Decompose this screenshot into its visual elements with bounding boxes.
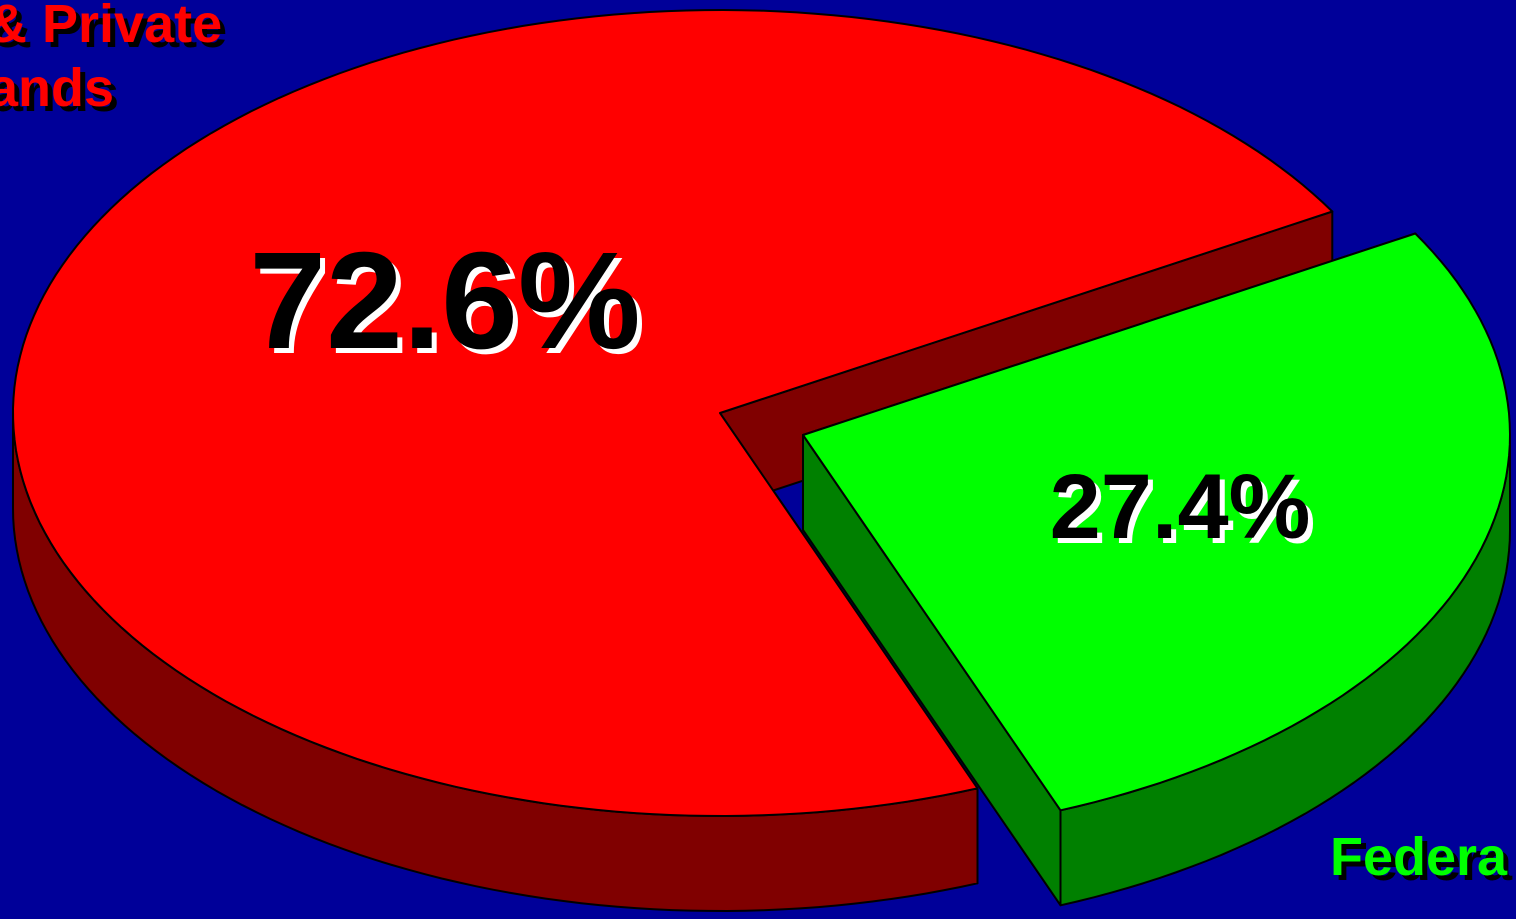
category-label: Federa bbox=[1330, 827, 1508, 887]
value-label-shadow: 72.6% bbox=[254, 229, 645, 383]
value-label: 27.4% bbox=[1050, 456, 1311, 558]
category-label: ands bbox=[0, 58, 114, 118]
value-label: 72.6% bbox=[249, 224, 640, 378]
value-label-shadow: 27.4% bbox=[1055, 461, 1316, 563]
category-label-shadow: Federa bbox=[1335, 832, 1513, 892]
category-label: & Private bbox=[0, 0, 222, 54]
category-label-shadow: ands bbox=[0, 63, 119, 123]
category-label-shadow: & Private bbox=[0, 0, 227, 59]
slice bbox=[802, 232, 1511, 812]
slice bbox=[12, 9, 1334, 817]
